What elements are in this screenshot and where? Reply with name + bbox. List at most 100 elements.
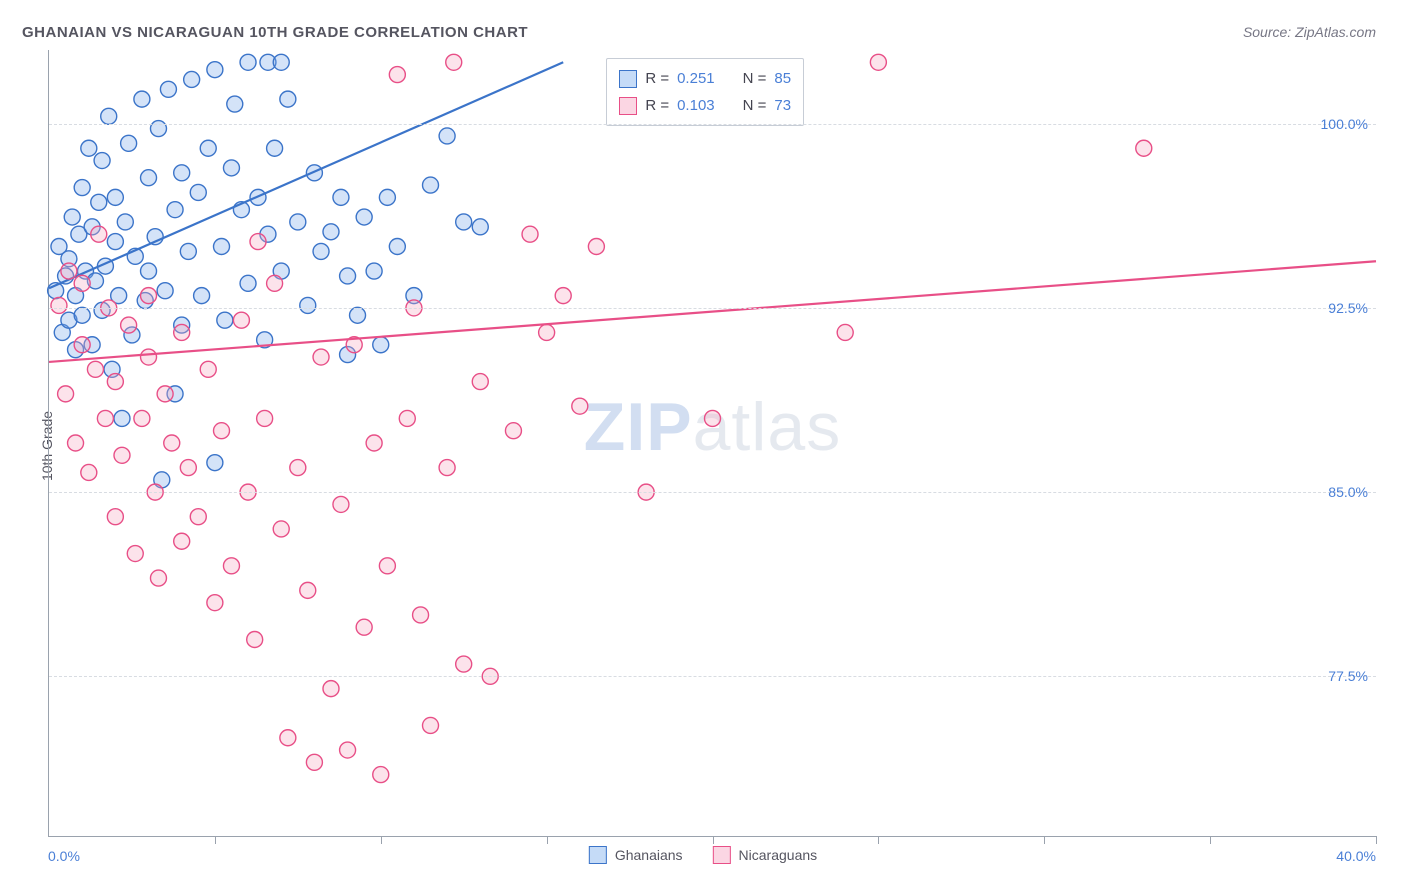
- data-point: [121, 135, 137, 151]
- data-point: [837, 324, 853, 340]
- data-point: [300, 297, 316, 313]
- data-point: [101, 108, 117, 124]
- data-point: [61, 263, 77, 279]
- data-point: [588, 239, 604, 255]
- data-point: [340, 268, 356, 284]
- data-point: [333, 189, 349, 205]
- chart-title: GHANAIAN VS NICARAGUAN 10TH GRADE CORREL…: [22, 24, 528, 41]
- legend-item: Nicaraguans: [713, 846, 818, 864]
- data-point: [323, 224, 339, 240]
- data-point: [184, 71, 200, 87]
- data-point: [134, 410, 150, 426]
- data-point: [313, 243, 329, 259]
- x-tick: [1376, 836, 1377, 844]
- data-point: [134, 91, 150, 107]
- trend-line: [49, 62, 563, 288]
- data-point: [174, 165, 190, 181]
- data-point: [157, 386, 173, 402]
- data-point: [141, 170, 157, 186]
- data-point: [174, 533, 190, 549]
- plot-area: ZIPatlas R = 0.251N = 85R = 0.103N = 73 …: [48, 50, 1376, 837]
- data-point: [233, 312, 249, 328]
- data-point: [572, 398, 588, 414]
- data-point: [290, 460, 306, 476]
- legend-r-label: R =: [645, 92, 669, 119]
- y-tick-label: 92.5%: [1328, 300, 1368, 316]
- data-point: [91, 226, 107, 242]
- data-point: [157, 283, 173, 299]
- data-point: [399, 410, 415, 426]
- data-point: [190, 509, 206, 525]
- data-point: [141, 288, 157, 304]
- legend-item: Ghanaians: [589, 846, 683, 864]
- data-point: [74, 307, 90, 323]
- x-axis-origin-label: 0.0%: [48, 848, 80, 864]
- data-point: [200, 361, 216, 377]
- data-point: [207, 595, 223, 611]
- data-point: [180, 243, 196, 259]
- legend-row: R = 0.103N = 73: [619, 92, 791, 119]
- data-point: [190, 184, 206, 200]
- data-point: [356, 209, 372, 225]
- legend-row: R = 0.251N = 85: [619, 65, 791, 92]
- data-point: [280, 730, 296, 746]
- data-point: [214, 423, 230, 439]
- scatter-svg: [49, 50, 1376, 836]
- data-point: [214, 239, 230, 255]
- data-point: [107, 509, 123, 525]
- data-point: [58, 386, 74, 402]
- data-point: [366, 263, 382, 279]
- data-point: [555, 288, 571, 304]
- x-tick: [713, 836, 714, 844]
- x-tick: [381, 836, 382, 844]
- legend-n-value: 73: [774, 92, 791, 119]
- data-point: [94, 153, 110, 169]
- gridline: [49, 492, 1376, 493]
- legend-n-value: 85: [774, 65, 791, 92]
- data-point: [333, 496, 349, 512]
- legend-swatch: [589, 846, 607, 864]
- data-point: [539, 324, 555, 340]
- data-point: [257, 410, 273, 426]
- x-axis-max-label: 40.0%: [1336, 848, 1376, 864]
- data-point: [81, 464, 97, 480]
- x-tick: [215, 836, 216, 844]
- data-point: [323, 681, 339, 697]
- data-point: [114, 447, 130, 463]
- data-point: [180, 460, 196, 476]
- data-point: [51, 297, 67, 313]
- data-point: [87, 361, 103, 377]
- data-point: [167, 202, 183, 218]
- x-tick: [1210, 836, 1211, 844]
- data-point: [74, 180, 90, 196]
- data-point: [107, 189, 123, 205]
- y-tick-label: 85.0%: [1328, 484, 1368, 500]
- data-point: [379, 558, 395, 574]
- gridline: [49, 676, 1376, 677]
- data-point: [160, 81, 176, 97]
- legend-swatch: [713, 846, 731, 864]
- gridline: [49, 124, 1376, 125]
- data-point: [114, 410, 130, 426]
- y-tick-label: 100.0%: [1321, 116, 1368, 132]
- data-point: [505, 423, 521, 439]
- data-point: [290, 214, 306, 230]
- legend-label: Nicaraguans: [739, 847, 818, 863]
- data-point: [300, 582, 316, 598]
- data-point: [373, 337, 389, 353]
- legend-swatch: [619, 70, 637, 88]
- data-point: [240, 54, 256, 70]
- data-point: [217, 312, 233, 328]
- data-point: [472, 219, 488, 235]
- data-point: [306, 754, 322, 770]
- data-point: [456, 214, 472, 230]
- data-point: [273, 521, 289, 537]
- data-point: [207, 62, 223, 78]
- data-point: [227, 96, 243, 112]
- legend-r-value: 0.251: [677, 65, 715, 92]
- data-point: [423, 177, 439, 193]
- data-point: [91, 194, 107, 210]
- data-point: [223, 160, 239, 176]
- data-point: [522, 226, 538, 242]
- data-point: [107, 234, 123, 250]
